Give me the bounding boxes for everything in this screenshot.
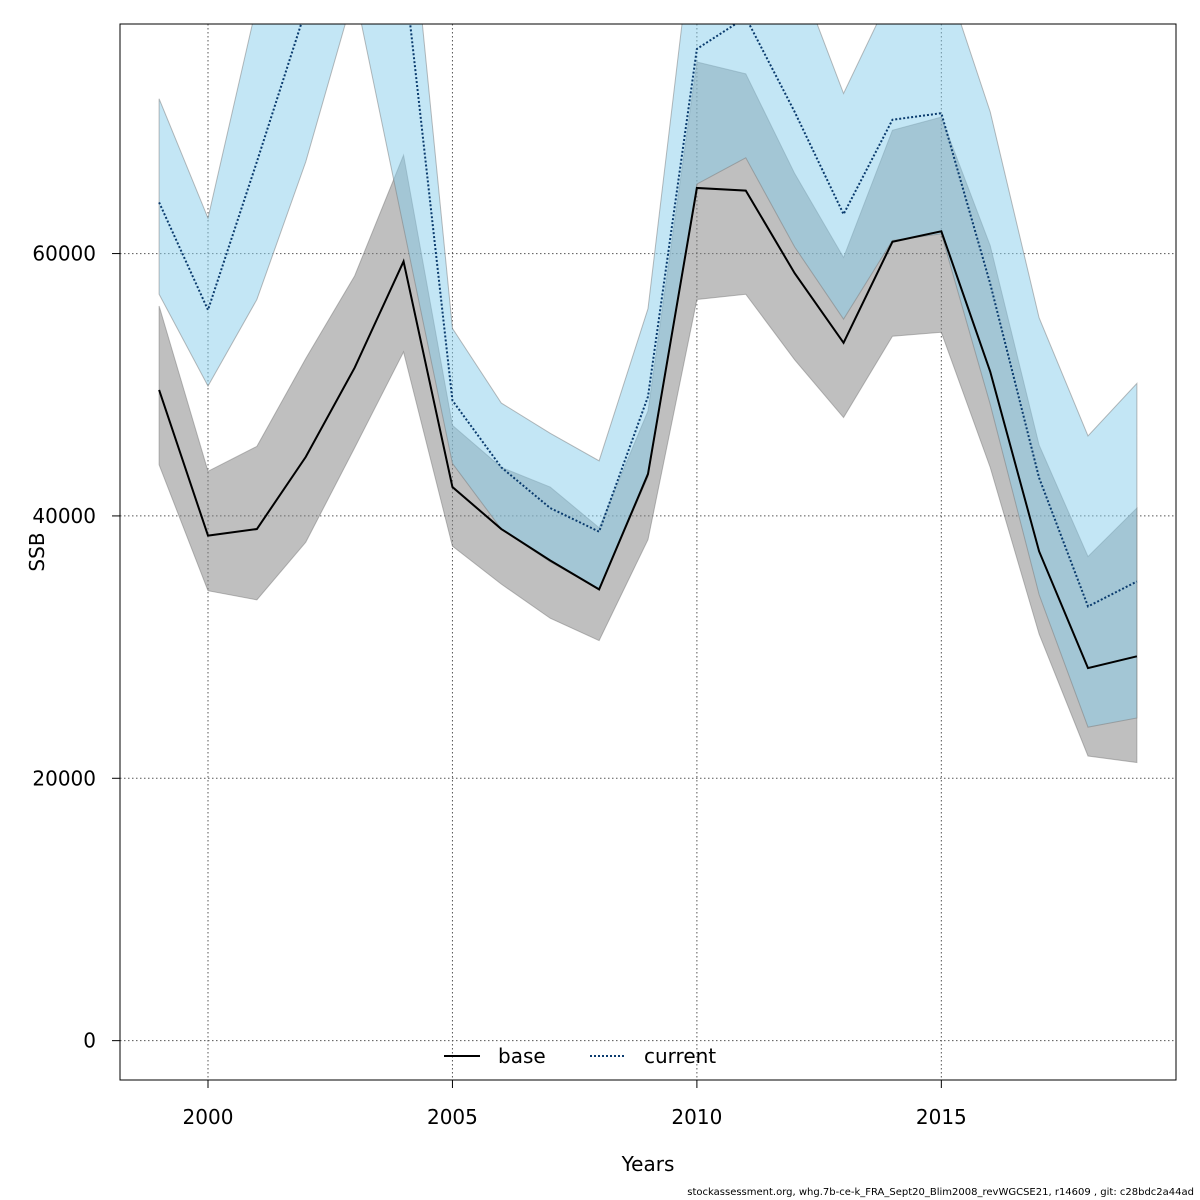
y-tick-label: 0 [83,1029,96,1053]
x-tick-label: 2015 [916,1105,967,1129]
line-base [158,186,1138,670]
series-lines [158,24,1138,670]
confidence-bands [158,24,1138,764]
y-tick-label: 20000 [32,766,96,790]
x-axis-title: Years [621,1152,675,1176]
x-tick-label: 2000 [183,1105,234,1129]
legend-label-current: current [644,1044,716,1068]
y-tick-label: 40000 [32,504,96,528]
x-tick-label: 2010 [671,1105,722,1129]
legend-label-base: base [498,1044,546,1068]
line-current [158,24,1138,608]
plot-frame [119,23,1177,1081]
legend: base current [444,1044,716,1068]
y-axis: 0 20000 40000 60000 [32,242,120,1053]
y-tick-label: 60000 [32,242,96,266]
footer-credit: stockassessment.org, whg.7b-ce-k_FRA_Sep… [687,1187,1194,1198]
band-current [158,24,1138,728]
x-tick-label: 2005 [427,1105,478,1129]
y-axis-title: SSB [25,532,49,571]
x-axis: 2000 2005 2010 2015 [183,1080,967,1129]
